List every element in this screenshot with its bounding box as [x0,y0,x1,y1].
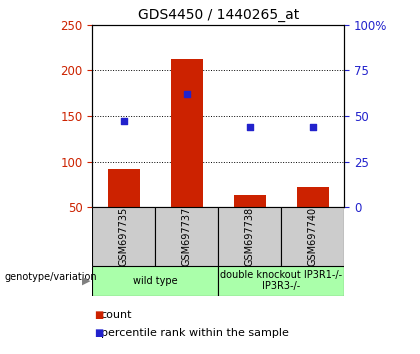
Point [247,124,253,130]
Title: GDS4450 / 1440265_at: GDS4450 / 1440265_at [138,8,299,22]
Text: genotype/variation: genotype/variation [4,272,97,282]
Bar [155,207,218,266]
Bar [297,187,329,207]
Bar [92,207,155,266]
Point [310,124,316,130]
Bar [218,266,344,296]
Text: percentile rank within the sample: percentile rank within the sample [101,328,289,338]
Bar [171,59,203,207]
Text: GSM697740: GSM697740 [308,207,318,266]
Bar [281,207,344,266]
Point [121,119,127,124]
Bar [234,195,266,207]
Text: ■: ■ [94,328,104,338]
Bar [218,207,281,266]
Text: ▶: ▶ [82,275,90,286]
Bar [92,266,218,296]
Text: GSM697737: GSM697737 [182,207,192,266]
Text: wild type: wild type [133,275,178,286]
Text: GSM697738: GSM697738 [245,207,255,266]
Bar [108,169,139,207]
Text: count: count [101,310,132,320]
Text: GSM697735: GSM697735 [119,207,129,266]
Point [184,91,190,97]
Text: double knockout IP3R1-/-
IP3R3-/-: double knockout IP3R1-/- IP3R3-/- [220,270,342,291]
Text: ■: ■ [94,310,104,320]
